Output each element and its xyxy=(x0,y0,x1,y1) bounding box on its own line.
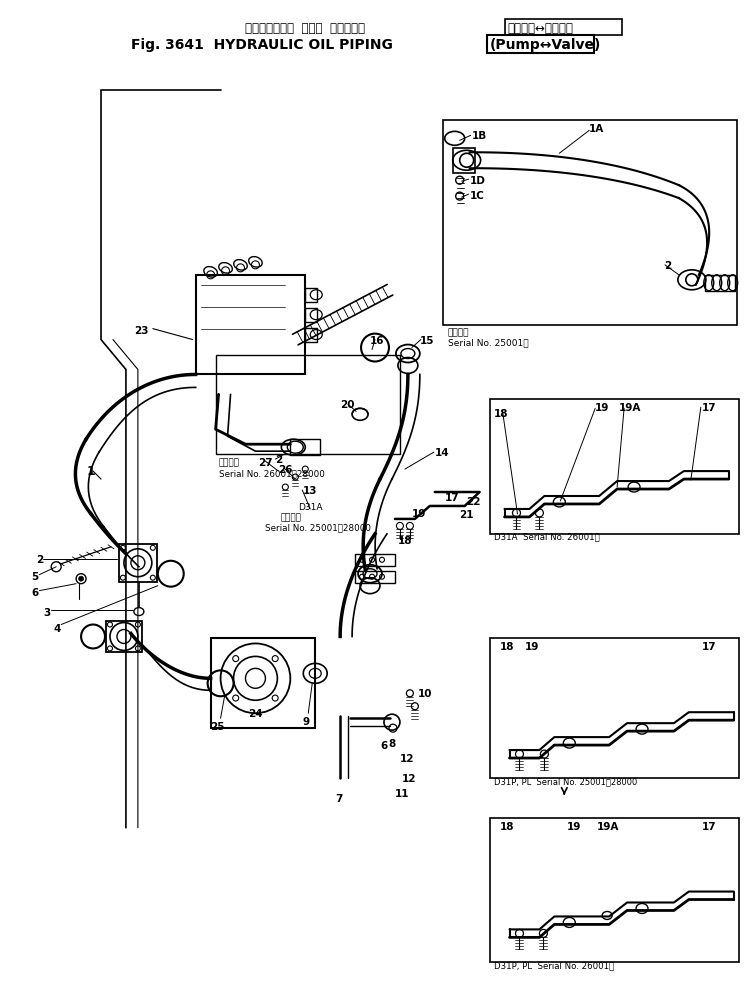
Bar xyxy=(106,621,142,653)
Text: 18: 18 xyxy=(500,821,514,831)
Text: D31A: D31A xyxy=(298,503,323,512)
Bar xyxy=(119,545,157,582)
Text: 15: 15 xyxy=(420,335,434,345)
Text: 17: 17 xyxy=(702,821,716,831)
Text: 9: 9 xyxy=(302,717,310,727)
Bar xyxy=(305,328,317,342)
Text: 16: 16 xyxy=(370,335,384,345)
Bar xyxy=(489,639,738,778)
Bar xyxy=(442,121,737,325)
Text: 23: 23 xyxy=(134,325,149,335)
Text: Serial No. 25001～: Serial No. 25001～ xyxy=(448,338,528,347)
Text: ハイドロリック  オイル  パイピング: ハイドロリック オイル パイピング xyxy=(245,22,365,35)
Text: 25: 25 xyxy=(211,722,225,732)
Text: 19: 19 xyxy=(567,821,581,831)
Circle shape xyxy=(79,577,84,581)
Text: 5: 5 xyxy=(31,572,39,581)
Text: 1D: 1D xyxy=(470,176,485,186)
Bar xyxy=(305,288,317,302)
Text: 10: 10 xyxy=(418,689,433,699)
Text: 2: 2 xyxy=(36,555,44,565)
Text: 14: 14 xyxy=(435,447,449,457)
Text: (Pump↔Valve): (Pump↔Valve) xyxy=(489,38,601,52)
Text: D31P, PL  Serial No. 26001～: D31P, PL Serial No. 26001～ xyxy=(494,960,614,969)
Text: 21: 21 xyxy=(459,510,473,520)
Text: 18: 18 xyxy=(398,536,412,546)
Text: 18: 18 xyxy=(494,409,508,418)
Text: Serial No. 25001～28000: Serial No. 25001～28000 xyxy=(266,523,371,532)
Bar xyxy=(216,355,400,454)
Text: 20: 20 xyxy=(341,400,355,410)
Text: 13: 13 xyxy=(304,485,318,496)
Text: 12: 12 xyxy=(402,773,417,783)
Text: 3: 3 xyxy=(43,607,51,617)
Bar xyxy=(355,555,395,567)
Text: Serial No. 26001～28000: Serial No. 26001～28000 xyxy=(219,468,325,478)
Text: 11: 11 xyxy=(395,788,409,798)
Text: 12: 12 xyxy=(400,753,414,763)
Text: 適用号第: 適用号第 xyxy=(280,513,301,522)
Text: 1B: 1B xyxy=(472,131,487,141)
Bar xyxy=(486,36,594,54)
Bar xyxy=(453,149,475,174)
Text: 19A: 19A xyxy=(619,403,642,413)
Bar xyxy=(704,275,735,291)
Text: 17: 17 xyxy=(702,403,716,413)
Text: Fig. 3641  HYDRAULIC OIL PIPING: Fig. 3641 HYDRAULIC OIL PIPING xyxy=(131,38,393,52)
Text: 27: 27 xyxy=(258,457,273,467)
Bar xyxy=(196,275,305,375)
Text: 17: 17 xyxy=(445,492,459,503)
Text: 8: 8 xyxy=(388,739,395,748)
Text: D31P, PL  Serial No. 25001～28000: D31P, PL Serial No. 25001～28000 xyxy=(494,776,636,785)
Text: 19A: 19A xyxy=(597,821,620,831)
Text: 1: 1 xyxy=(86,464,95,478)
Text: 2: 2 xyxy=(276,454,282,464)
Text: 18: 18 xyxy=(500,642,514,652)
Text: （ポンプ↔バルブ）: （ポンプ↔バルブ） xyxy=(507,22,573,35)
Text: 適用号第: 適用号第 xyxy=(448,328,470,337)
Text: 19: 19 xyxy=(595,403,609,413)
Text: 26: 26 xyxy=(279,464,293,475)
Text: 1C: 1C xyxy=(470,191,485,201)
Text: 適用号第: 適用号第 xyxy=(219,457,239,466)
Text: 19: 19 xyxy=(412,509,427,519)
Text: 6: 6 xyxy=(380,741,387,750)
Text: 22: 22 xyxy=(466,496,480,507)
Bar xyxy=(489,818,738,962)
Text: 1A: 1A xyxy=(589,124,605,134)
Text: 19: 19 xyxy=(525,642,539,652)
Bar xyxy=(305,308,317,322)
Text: 6: 6 xyxy=(31,587,39,597)
Text: 7: 7 xyxy=(335,793,343,803)
Text: D31A  Serial No. 26001～: D31A Serial No. 26001～ xyxy=(494,532,599,541)
Bar xyxy=(211,639,316,729)
Bar xyxy=(489,400,738,535)
Bar xyxy=(291,439,320,455)
Bar xyxy=(355,572,395,583)
Text: 4: 4 xyxy=(53,623,60,633)
Text: 2: 2 xyxy=(664,260,671,270)
Text: 17: 17 xyxy=(702,642,716,652)
Text: 24: 24 xyxy=(248,709,263,719)
Bar xyxy=(504,20,622,36)
